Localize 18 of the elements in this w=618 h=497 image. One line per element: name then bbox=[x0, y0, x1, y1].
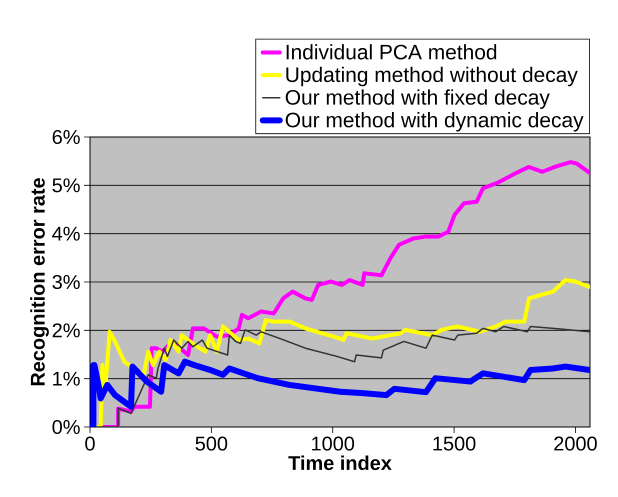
y-axis-title: Recognition error rate bbox=[30, 178, 49, 386]
x-tick-label: 0 bbox=[85, 436, 95, 451]
x-axis-title: Time index bbox=[288, 455, 392, 470]
x-tick-label: 1000 bbox=[312, 436, 354, 451]
x-tick-label: 500 bbox=[196, 436, 228, 451]
y-tick-label: 2% bbox=[52, 323, 80, 338]
x-tick-label: 1500 bbox=[433, 436, 476, 451]
legend-label: Our method with fixed decay bbox=[286, 89, 550, 109]
y-tick-label: 3% bbox=[52, 274, 80, 290]
legend-label: Updating method without decay bbox=[286, 66, 578, 86]
y-tick-label: 0% bbox=[52, 420, 80, 434]
legend-label: Our method with dynamic decay bbox=[286, 112, 584, 132]
legend-label: Individual PCA method bbox=[286, 44, 496, 60]
x-tick-label: 2000 bbox=[554, 436, 597, 451]
y-tick-label: 5% bbox=[52, 178, 80, 192]
y-tick-label: 6% bbox=[52, 130, 80, 144]
y-tick-label: 1% bbox=[53, 372, 80, 386]
y-tick-label: 4% bbox=[52, 226, 80, 241]
